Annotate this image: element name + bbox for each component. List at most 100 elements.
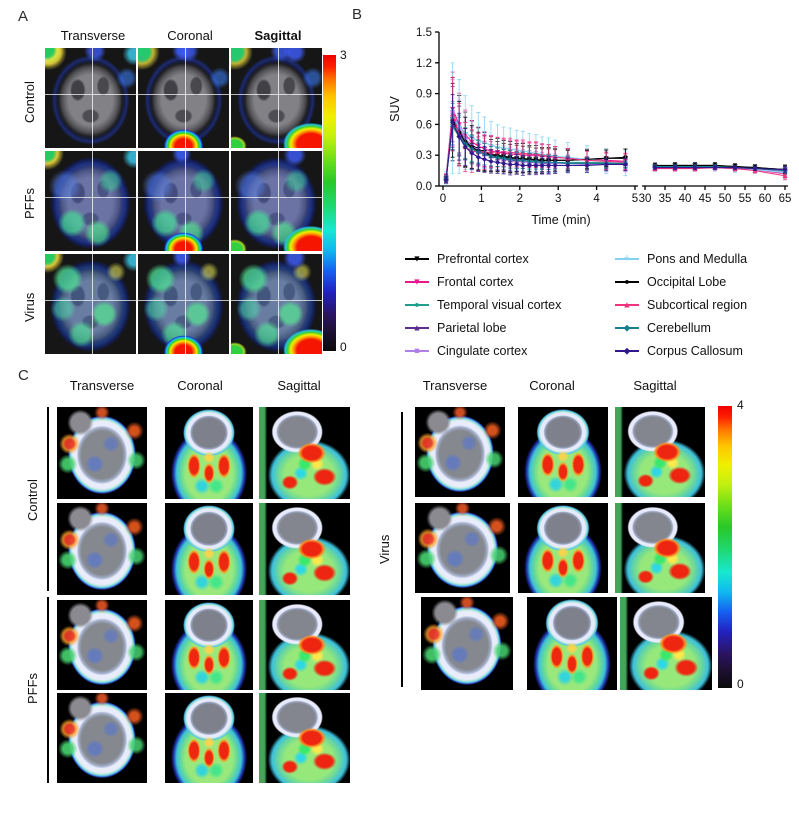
legend-marker-icon: ▲	[405, 322, 429, 334]
pet-ct-image-pffs-sag	[259, 600, 350, 690]
legend-item-prefrontal-cortex: ▼ Prefrontal cortex	[405, 247, 601, 270]
panel-a-row-control: Control	[22, 81, 37, 123]
pet-ct-image-pffs-cor	[165, 600, 253, 690]
legend-marker-icon: ●	[615, 276, 639, 288]
svg-text:2: 2	[517, 193, 523, 205]
panel-a-row-virus: Virus	[22, 292, 37, 322]
legend-marker-icon: ◆	[615, 322, 639, 334]
svg-text:SUV: SUV	[388, 95, 402, 121]
pet-ct-image-pffs-trans	[57, 693, 147, 783]
legend-marker-icon: ■	[405, 345, 429, 357]
panel-c-label: C	[18, 367, 29, 384]
svg-text:40: 40	[679, 193, 692, 205]
svg-text:30: 30	[639, 193, 652, 205]
pet-ct-image-control-cor	[165, 503, 253, 595]
svg-text:5: 5	[632, 193, 638, 205]
panel-c-row-pffs: PFFs	[25, 672, 40, 704]
svg-text:1.5: 1.5	[416, 27, 432, 39]
legend-item-occipital-lobe: ● Occipital Lobe	[615, 270, 799, 293]
panel-a-colorbar-max: 3	[340, 48, 347, 62]
pet-ct-image-control-cor	[165, 407, 253, 499]
chart-legend: ▼ Prefrontal cortex ▼ Frontal cortex ● Temp…	[405, 247, 799, 362]
svg-text:35: 35	[659, 193, 672, 205]
svg-text:0.6: 0.6	[416, 119, 432, 131]
panel-c-left-header-coronal: Coronal	[177, 378, 223, 393]
panel-c-left-header-sagittal: Sagittal	[277, 378, 321, 393]
legend-marker-icon: ▼	[405, 253, 429, 265]
svg-text:50: 50	[719, 193, 732, 205]
panel-c: C Transverse Coronal Sagittal Transverse…	[0, 365, 799, 826]
pet-mri-image-virus-sag	[231, 254, 322, 354]
legend-item-temporal-visual-cortex: ● Temporal visual cortex	[405, 293, 601, 316]
svg-text:0.0: 0.0	[416, 181, 432, 193]
svg-text:0.9: 0.9	[416, 89, 432, 101]
panel-c-colorbar	[718, 406, 732, 688]
panel-a-header-sagittal: Sagittal	[254, 28, 302, 43]
pet-ct-image-virus-trans	[415, 407, 505, 497]
panel-c-colorbar-min: 0	[737, 677, 744, 691]
panel-c-row-virus: Virus	[377, 534, 392, 564]
legend-marker-icon: ▲	[615, 299, 639, 311]
panel-c-row-control: Control	[25, 479, 40, 521]
pet-ct-image-pffs-trans	[57, 600, 147, 690]
legend-marker-icon: ◆	[615, 345, 639, 357]
panel-c-right-header-coronal: Coronal	[529, 378, 575, 393]
pet-ct-image-control-sag	[259, 503, 350, 595]
svg-text:55: 55	[739, 193, 752, 205]
panel-c-right-header-transverse: Transverse	[422, 378, 488, 393]
legend-marker-icon: ▼	[405, 276, 429, 288]
legend-item-parietal-lobe: ▲ Parietal lobe	[405, 316, 601, 339]
legend-item-pons-and-medulla: + Pons and Medulla	[615, 247, 799, 270]
legend-item-cerebellum: ◆ Cerebellum	[615, 316, 799, 339]
panel-a-colorbar-min: 0	[340, 340, 347, 354]
panel-c-right-header-sagittal: Sagittal	[633, 378, 677, 393]
panel-a-colorbar	[323, 55, 336, 351]
panel-a-header-coronal: Coronal	[167, 28, 213, 43]
pet-mri-image-virus-cor	[138, 254, 229, 354]
svg-text:Time (min): Time (min)	[531, 213, 590, 227]
pet-mri-image-control-cor	[138, 48, 229, 148]
panel-a-header-transverse: Transverse	[60, 28, 126, 43]
pet-mri-image-control-sag	[231, 48, 322, 148]
pet-ct-image-pffs-sag	[259, 693, 350, 783]
panel-a-image-grid	[45, 48, 323, 356]
panel-a-row-pffs: PFFs	[22, 187, 37, 219]
pet-ct-image-virus-cor	[518, 407, 608, 497]
legend-item-cingulate-cortex: ■ Cingulate cortex	[405, 339, 601, 362]
pet-ct-image-virus-cor	[518, 503, 608, 593]
panel-c-colorbar-max: 4	[737, 398, 744, 412]
control-bracket-line	[47, 407, 49, 591]
pet-ct-image-virus-sag	[615, 407, 705, 497]
virus-bracket-line	[401, 412, 403, 687]
pet-mri-image-virus-trans	[45, 254, 136, 354]
pet-ct-image-pffs-cor	[165, 693, 253, 783]
legend-item-subcortical-region: ▲ Subcortical region	[615, 293, 799, 316]
pet-ct-image-virus-sag	[620, 597, 712, 690]
pffs-bracket-line	[47, 597, 49, 783]
pet-ct-image-control-trans	[57, 407, 147, 499]
pet-mri-image-pffs-sag	[231, 151, 322, 251]
svg-text:60: 60	[759, 193, 772, 205]
panel-a-label: A	[18, 8, 29, 25]
pet-ct-image-virus-cor	[527, 597, 617, 690]
suv-time-activity-chart: 0.00.30.60.91.21.50 1 2 3 4 5 30 35 40 45 50 55 60 65…	[388, 27, 792, 227]
legend-item-corpus-callosum: ◆ Corpus Callosum	[615, 339, 799, 362]
svg-text:0: 0	[440, 193, 446, 205]
legend-marker-icon: ●	[405, 299, 429, 311]
panel-b-label: B	[352, 6, 363, 23]
svg-text:65: 65	[779, 193, 792, 205]
svg-text:3: 3	[555, 193, 561, 205]
pet-ct-image-control-trans	[57, 503, 147, 595]
svg-text:1.2: 1.2	[416, 58, 432, 70]
pet-mri-image-pffs-cor	[138, 151, 229, 251]
panel-c-left-header-transverse: Transverse	[69, 378, 135, 393]
pet-ct-image-virus-sag	[615, 503, 705, 593]
pet-ct-image-control-sag	[259, 407, 350, 499]
pet-ct-image-virus-trans	[421, 597, 513, 690]
pet-ct-image-virus-trans	[415, 503, 510, 593]
legend-item-frontal-cortex: ▼ Frontal cortex	[405, 270, 601, 293]
svg-text:4: 4	[593, 193, 600, 205]
legend-marker-icon: +	[615, 253, 639, 265]
pet-mri-image-control-trans	[45, 48, 136, 148]
